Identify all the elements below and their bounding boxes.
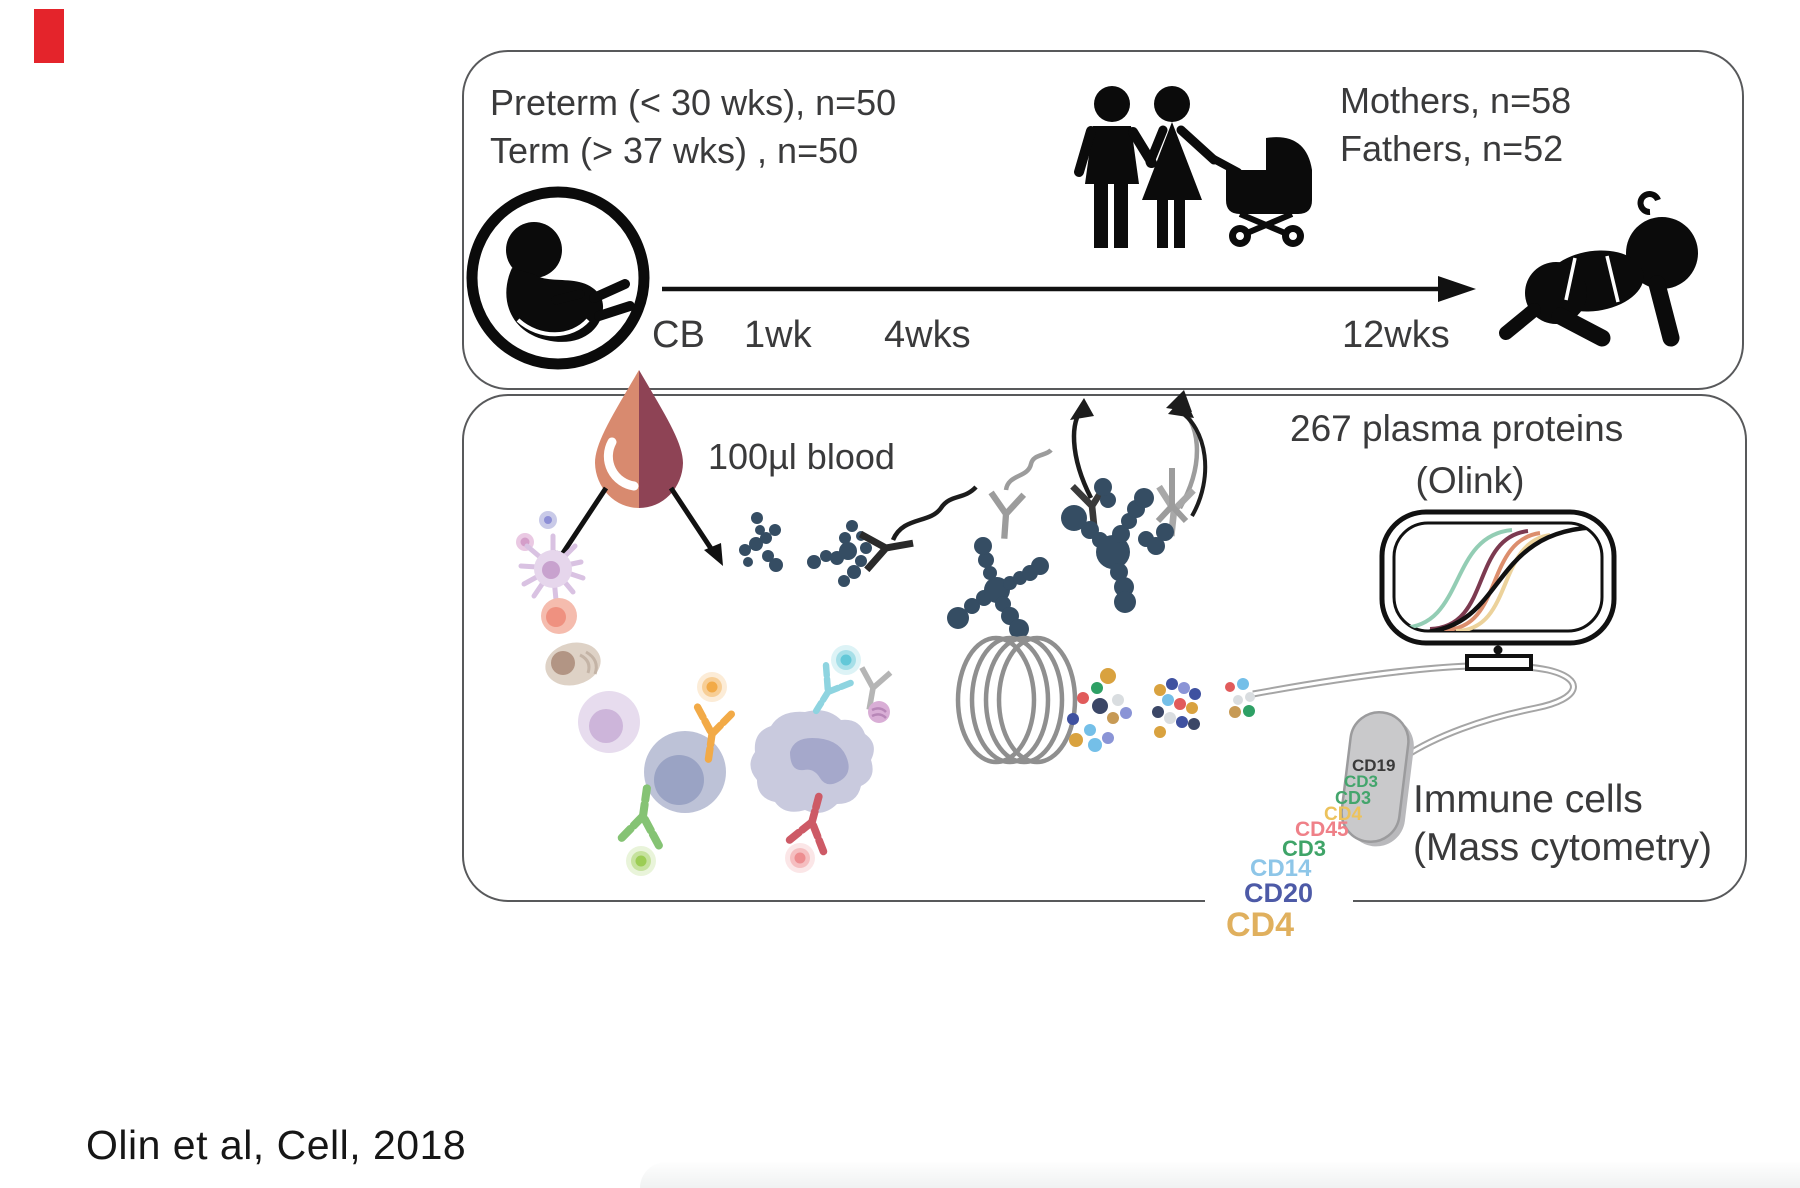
dna-squiggle-gray: [1003, 448, 1053, 491]
cd-marker-label: CD14: [1250, 855, 1312, 882]
timeline-label-12wks: 12wks: [1342, 314, 1450, 356]
small-pink-cell-icon: [868, 701, 890, 723]
blood-volume-label: 100µl blood: [708, 436, 895, 477]
preterm-label: Preterm (< 30 wks), n=50: [490, 82, 897, 123]
crawling-baby-icon: [1499, 191, 1698, 347]
dna-squiggle-black: [890, 485, 978, 542]
immune-cells-title: Immune cells: [1413, 778, 1643, 821]
plasma-proteins-subtitle: (Olink): [1415, 460, 1525, 501]
marker-dot-cyan: [831, 645, 861, 675]
cd-marker-label: CD3: [1335, 788, 1372, 808]
immune-cells-subtitle: (Mass cytometry): [1413, 826, 1713, 869]
neutrophil-icon: [750, 710, 874, 813]
plasma-proteins-title: 267 plasma proteins: [1290, 408, 1624, 449]
bottom-edge-strip: [640, 1162, 1800, 1188]
pcr-coil-icon: [955, 635, 1078, 765]
cd-marker-label: CD3: [1344, 772, 1379, 791]
fetus-icon: [466, 186, 650, 370]
b-cell-icon: [644, 731, 726, 813]
mass-cytometry-capsule-icon: [1340, 711, 1414, 847]
citation-label: Olin et al, Cell, 2018: [86, 1122, 467, 1168]
bead-cluster-b: [947, 537, 1049, 639]
cd-marker-label: CD4: [1226, 906, 1295, 944]
fathers-label: Fathers, n=52: [1340, 128, 1564, 169]
bead-cluster-a: [807, 520, 872, 587]
timeline-label-cb: CB: [652, 314, 705, 356]
timeline-arrow: [662, 276, 1476, 302]
blood-drop-icon: [595, 370, 683, 508]
bead-cluster-small: [739, 512, 783, 572]
cohort-box: [462, 50, 1744, 390]
single-cell-dots: [1067, 668, 1255, 752]
pea-assay-art: [739, 390, 1200, 639]
tagged-antibody-icon: [1155, 396, 1208, 541]
nebulizer-line: [1252, 662, 1577, 760]
pram-icon: [1208, 137, 1312, 247]
lymphocyte-icon: [578, 691, 640, 753]
cd-marker-label: CD3: [1282, 836, 1327, 861]
mothers-label: Mothers, n=58: [1340, 80, 1572, 121]
term-label: Term (> 37 wks) , n=50: [490, 130, 859, 171]
cd-marker-label: CD45: [1295, 818, 1349, 841]
slide-accent-mark: [34, 9, 64, 63]
woman-icon: [1142, 86, 1219, 248]
cd-marker-label: CD19: [1352, 756, 1396, 775]
immune-cell-art: [516, 511, 890, 876]
bead-cluster-c: [1061, 478, 1165, 613]
man-icon: [1074, 86, 1157, 248]
marker-dot-red: [785, 843, 815, 873]
marker-dot-orange: [697, 672, 727, 702]
drop-arrow-right: [668, 486, 723, 566]
timeline-label-4wks: 4wks: [884, 314, 971, 356]
antibody-gray-icon: [990, 495, 1021, 537]
timeline-label-1wk: 1wk: [744, 314, 812, 356]
cd-marker-label: CD20: [1238, 878, 1320, 909]
marker-dot-green: [626, 846, 656, 876]
amplification-curves: [1401, 524, 1602, 631]
olink-monitor-icon: [1379, 509, 1617, 671]
macrophage-icon: [545, 642, 601, 686]
cd-marker-label: CD4: [1324, 804, 1363, 825]
monocyte-icon: [541, 598, 577, 634]
dendritic-cell-icon: [518, 533, 586, 603]
family-icon: [1074, 86, 1312, 248]
assay-box: [462, 394, 1747, 902]
